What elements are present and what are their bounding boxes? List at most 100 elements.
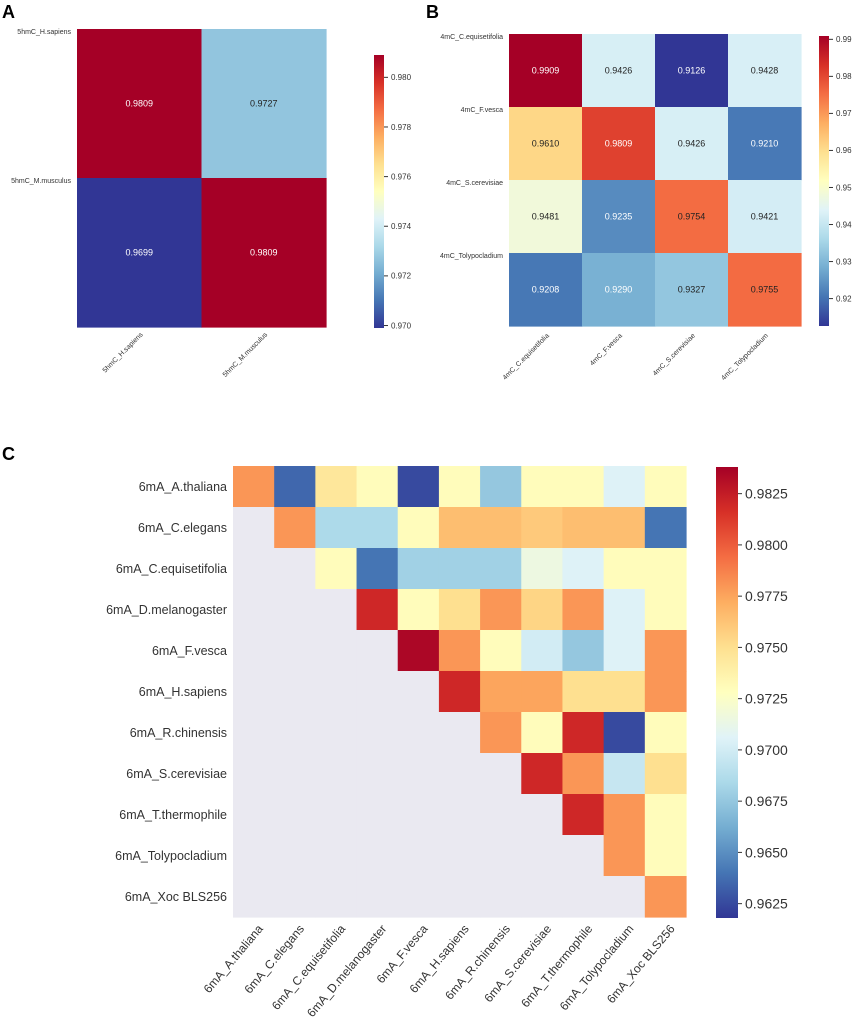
- panel-c-cell-r2-c4: [397, 548, 440, 590]
- panel-c-cell-r3-c10: [644, 589, 687, 631]
- panel-b-colorbar-tick-label: 0.98: [836, 72, 852, 81]
- panel-c-cell-r3-c4: [397, 589, 440, 631]
- panel-b-colorbar-tick-label: 0.97: [836, 109, 852, 118]
- panel-a-cell-r1-c1: [201, 178, 327, 328]
- panel-c-cell-r0-c9: [603, 466, 646, 508]
- panel-c-cell-r7-c9: [603, 753, 646, 795]
- panel-c-cell-r3-c6: [480, 589, 522, 631]
- panel-c-masked-cell: [562, 876, 605, 918]
- panel-c-row-label: 6mA_T.thermophile: [119, 808, 227, 822]
- panel-c-cell-r9-c10: [644, 835, 687, 877]
- panel-c-masked-cell: [233, 753, 275, 795]
- panel-b-row-label: 4mC_S.cerevisiae: [446, 180, 503, 187]
- panel-c-cell-r8-c9: [603, 794, 646, 836]
- panel-b-cell-label-r2-c2: 0.9754: [678, 212, 706, 222]
- panel-b-cell-r0-c0: [509, 34, 583, 108]
- panel-a-cell-r1-c0: [77, 178, 203, 328]
- panel-c-colorbar-tick-label: 0.9725: [745, 691, 788, 707]
- panel-c-cell-r4-c9: [603, 630, 646, 672]
- panel-c-col-label: 6mA_C.equisetifolia: [269, 922, 349, 1013]
- panel-c-cell-r1-c8: [562, 507, 605, 549]
- panel-c-masked-cell: [397, 712, 440, 754]
- panel-c-cell-r1-c2: [315, 507, 358, 549]
- panel-c-masked-cell: [233, 835, 275, 877]
- panel-b-cell-r0-c1: [582, 34, 656, 108]
- panel-c-col-label: 6mA_Tolypocladium: [557, 922, 637, 1013]
- panel-c-masked-cell: [438, 712, 481, 754]
- panel-c-cell-r0-c0: [233, 466, 275, 508]
- panel-b-cell-label-r1-c0: 0.9610: [532, 139, 560, 149]
- panel-c-colorbar: [716, 467, 738, 918]
- panel-a-row-label: 5hmC_M.musculus: [11, 178, 71, 185]
- panel-c-row-label: 6mA_Xoc BLS256: [125, 890, 227, 904]
- panel-b-colorbar-tick-label: 0.94: [836, 220, 852, 229]
- panel-c-cell-r3-c7: [521, 589, 564, 631]
- panel-c-cell-r5-c9: [603, 671, 646, 713]
- panel-c-masked-cell: [356, 876, 399, 918]
- panel-a-colorbar: [374, 55, 384, 328]
- panel-c-masked-cell: [356, 671, 399, 713]
- panel-b-cell-label-r3-c1: 0.9290: [605, 285, 633, 295]
- panel-b-colorbar-tick-label: 0.96: [836, 146, 852, 155]
- panel-b-col-label: 4mC_Tolypocladium: [720, 332, 770, 382]
- panel-c-cell-r8-c10: [644, 794, 687, 836]
- panel-b-cell-r3-c2: [655, 253, 729, 327]
- panel-c-masked-cell: [438, 753, 481, 795]
- panel-a-cell-label-r0-c1: 0.9727: [250, 99, 278, 109]
- panel-b-cell-label-r3-c2: 0.9327: [678, 285, 706, 295]
- panel-b-cell-r3-c1: [582, 253, 656, 327]
- panel-c-colorbar-tick-label: 0.9650: [745, 844, 788, 860]
- panel-c-masked-cell: [233, 548, 275, 590]
- panel-c-masked-cell: [562, 835, 605, 877]
- panel-b-cell-label-r2-c0: 0.9481: [532, 212, 560, 222]
- panel-c-cell-r7-c8: [562, 753, 605, 795]
- panel-c-masked-cell: [233, 671, 275, 713]
- panel-c-masked-cell: [603, 876, 646, 918]
- panel-c-cell-r0-c10: [644, 466, 687, 508]
- panel-c-masked-cell: [233, 876, 275, 918]
- panel-c-masked-cell: [233, 589, 275, 631]
- panel-b-row-label: 4mC_F.vesca: [461, 107, 504, 114]
- panel-b-cell-r2-c0: [509, 180, 583, 254]
- panel-c-masked-cell: [356, 712, 399, 754]
- panel-c-cell-r0-c7: [521, 466, 564, 508]
- panel-c-cell-r5-c10: [644, 671, 687, 713]
- panel-c-cell-r0-c6: [480, 466, 522, 508]
- panel-b-colorbar-tick-label: 0.95: [836, 183, 852, 192]
- panel-b-cell-label-r3-c0: 0.9208: [532, 285, 560, 295]
- panel-b-cell-r2-c1: [582, 180, 656, 254]
- panel-c-row-label: 6mA_D.melanogaster: [106, 603, 227, 617]
- panel-c-cell-r1-c9: [603, 507, 646, 549]
- panel-c-cell-r4-c8: [562, 630, 605, 672]
- panel-c-masked-cell: [274, 753, 316, 795]
- panel-a-colorbar-tick-label: 0.972: [391, 272, 412, 281]
- panel-c-masked-cell: [274, 876, 316, 918]
- panel-b-cell-r1-c3: [728, 107, 802, 181]
- panel-c-masked-cell: [315, 753, 358, 795]
- panel-c-colorbar-tick-label: 0.9750: [745, 639, 788, 655]
- panel-c-cell-r6-c7: [521, 712, 564, 754]
- panel-c-cell-r5-c8: [562, 671, 605, 713]
- panel-c-cell-r6-c10: [644, 712, 687, 754]
- panel-c-masked-cell: [315, 630, 358, 672]
- panel-b-cell-r2-c3: [728, 180, 802, 254]
- panel-c-cell-r0-c3: [356, 466, 399, 508]
- panel-c-cell-r2-c6: [480, 548, 522, 590]
- panel-c-masked-cell: [397, 753, 440, 795]
- panel-a-row-label: 5hmC_H.sapiens: [17, 29, 71, 36]
- panel-c-cell-r1-c7: [521, 507, 564, 549]
- panel-c-cell-r6-c6: [480, 712, 522, 754]
- panel-c-cell-r0-c5: [438, 466, 481, 508]
- panel-c-colorbar-tick-label: 0.9800: [745, 537, 788, 553]
- panel-c-cell-r6-c9: [603, 712, 646, 754]
- panel-c-cell-r1-c3: [356, 507, 399, 549]
- panel-c-masked-cell: [274, 671, 316, 713]
- panel-c-cell-r2-c5: [438, 548, 481, 590]
- panel-c-cell-r3-c8: [562, 589, 605, 631]
- panel-c-masked-cell: [438, 794, 481, 836]
- panel-c-masked-cell: [521, 794, 564, 836]
- panel-a-colorbar-tick-label: 0.980: [391, 73, 412, 82]
- panel-b-cell-r2-c2: [655, 180, 729, 254]
- panel-a-cell-r0-c0: [77, 29, 203, 179]
